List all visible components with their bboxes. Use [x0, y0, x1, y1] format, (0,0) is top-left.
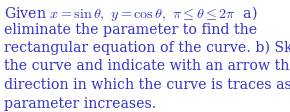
- Text: the curve and indicate with an arrow the: the curve and indicate with an arrow the: [4, 59, 290, 73]
- Text: rectangular equation of the curve. b) Sketch: rectangular equation of the curve. b) Sk…: [4, 41, 290, 55]
- Text: eliminate the parameter to find the: eliminate the parameter to find the: [4, 23, 257, 37]
- Text: Given $x = \sin\theta,$ $y = \cos\theta,$ $\pi \leq \theta \leq 2\pi$  a): Given $x = \sin\theta,$ $y = \cos\theta,…: [4, 4, 258, 23]
- Text: direction in which the curve is traces as the: direction in which the curve is traces a…: [4, 78, 290, 92]
- Text: parameter increases.: parameter increases.: [4, 97, 156, 111]
